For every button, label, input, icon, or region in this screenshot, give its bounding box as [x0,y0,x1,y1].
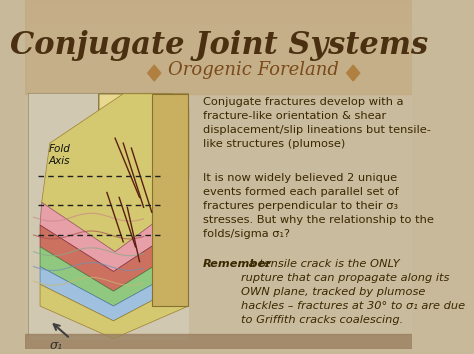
Polygon shape [152,94,189,306]
Polygon shape [40,264,189,321]
Polygon shape [42,94,189,252]
Bar [26,334,412,349]
Text: Fold
Axis: Fold Axis [49,144,71,166]
Bar [26,0,412,94]
Text: : a tensile crack is the ONLY
rupture that can propagate along its
OWN plane, tr: : a tensile crack is the ONLY rupture th… [241,259,465,325]
Text: Conjugate fractures develop with a
fracture-like orientation & shear
displacemen: Conjugate fractures develop with a fract… [203,97,431,149]
Text: Orogenic Foreland: Orogenic Foreland [168,61,339,79]
Polygon shape [346,65,360,81]
Polygon shape [40,198,189,272]
Polygon shape [148,65,161,81]
Text: It is now widely believed 2 unique
events formed each parallel set of
fractures : It is now widely believed 2 unique event… [203,173,434,239]
FancyBboxPatch shape [29,94,189,339]
Text: Conjugate Joint Systems: Conjugate Joint Systems [9,30,428,61]
Bar [29,94,189,339]
Polygon shape [40,245,189,306]
Polygon shape [40,222,189,291]
Text: σ₁: σ₁ [50,339,63,352]
Polygon shape [40,281,189,339]
Polygon shape [99,94,189,198]
Text: Remember: Remember [203,259,272,269]
